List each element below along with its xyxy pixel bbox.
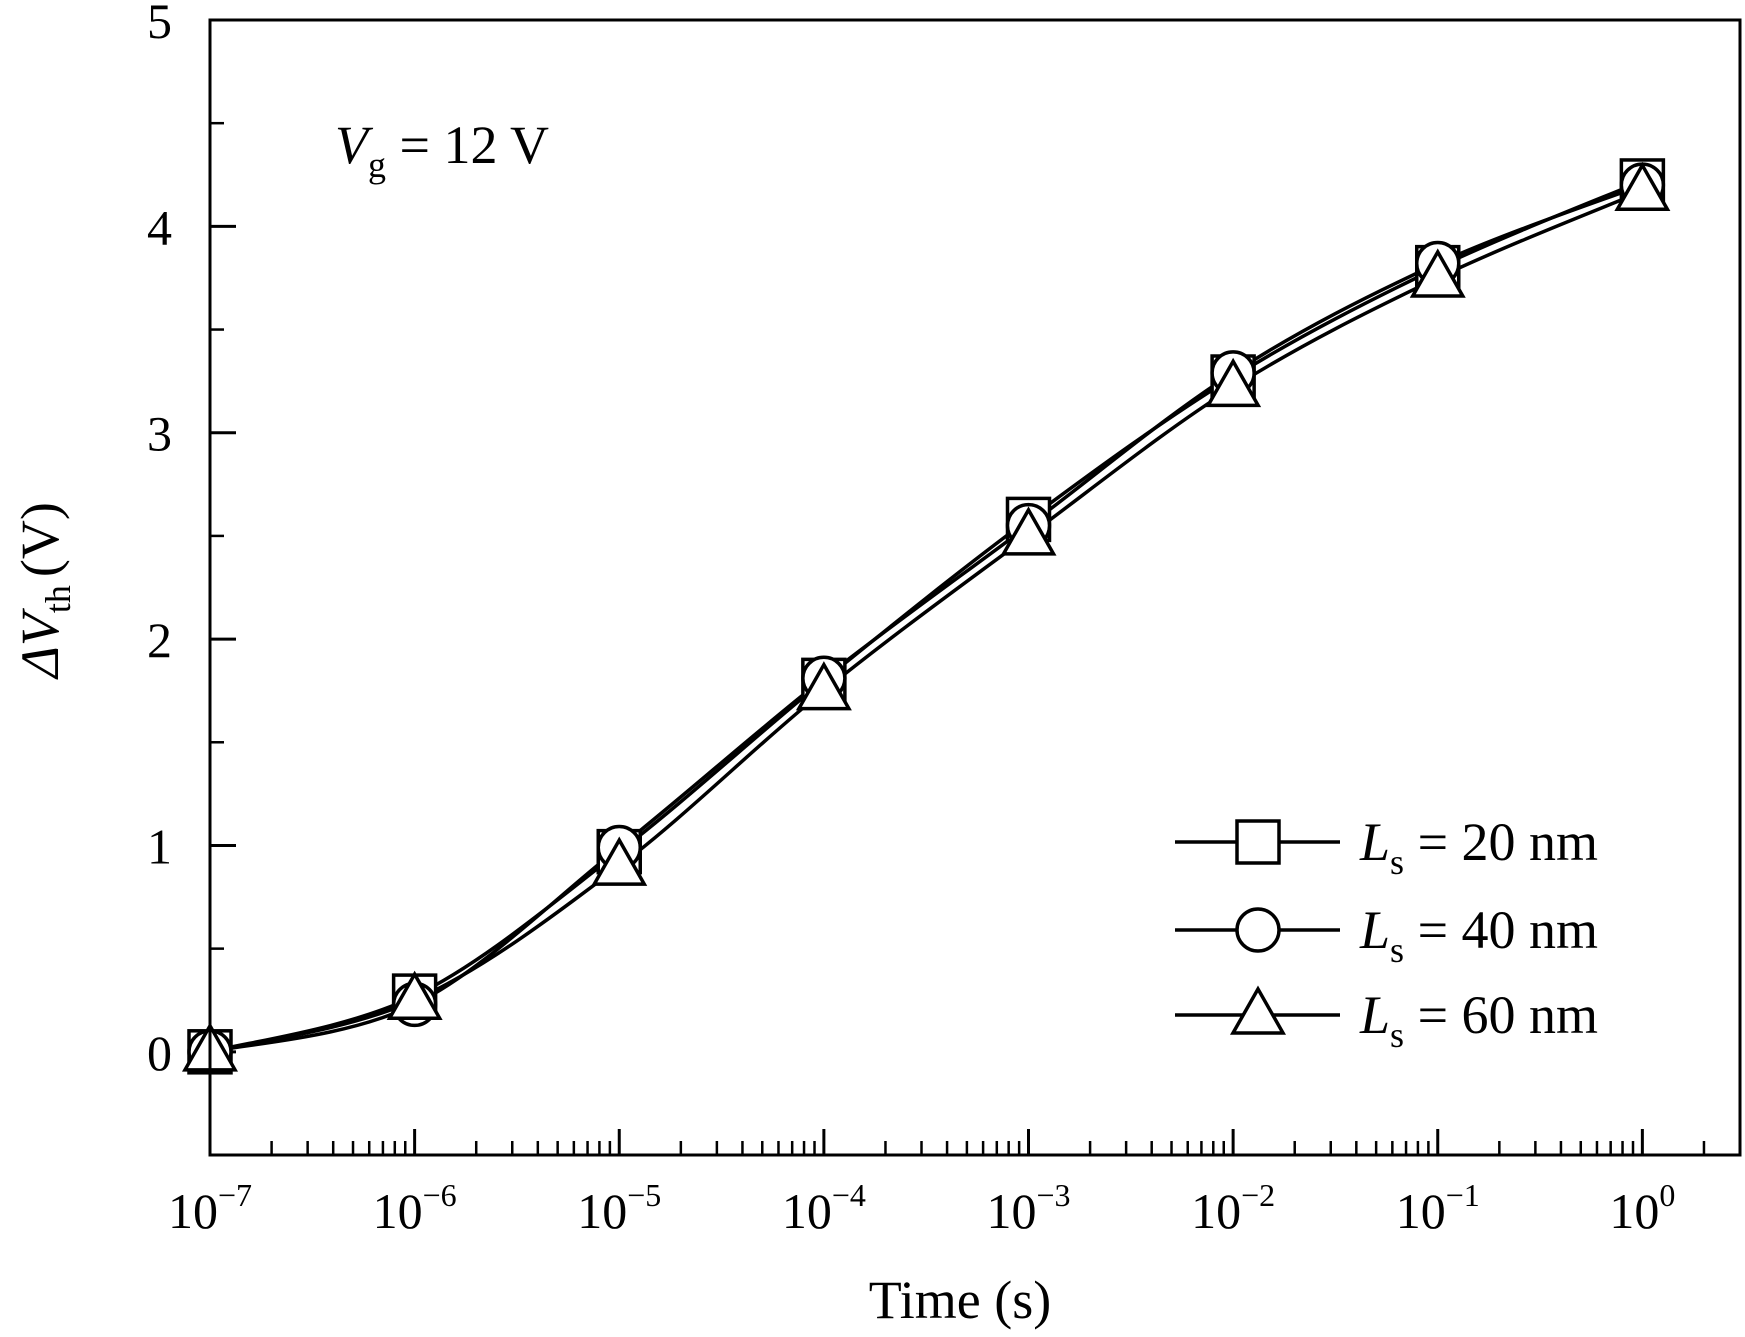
x-tick-label-base: 10 bbox=[1191, 1183, 1241, 1239]
x-tick-label-exponent: 0 bbox=[1659, 1177, 1675, 1213]
legend-label: Ls = 60 nm bbox=[1359, 985, 1598, 1055]
x-tick-label-exponent: −7 bbox=[218, 1177, 252, 1213]
x-axis-title: Time (s) bbox=[869, 1270, 1052, 1330]
y-tick-label: 4 bbox=[147, 199, 172, 255]
y-tick-label: 1 bbox=[147, 818, 172, 874]
series-line-triangle bbox=[209, 189, 1644, 1054]
plot-frame bbox=[208, 18, 1742, 1157]
y-tick-label: 2 bbox=[147, 612, 172, 668]
x-tick-label-exponent: −1 bbox=[1446, 1177, 1480, 1213]
x-tick-label-base: 10 bbox=[577, 1183, 627, 1239]
x-tick-label-exponent: −2 bbox=[1241, 1177, 1275, 1213]
legend-marker-square bbox=[1235, 819, 1281, 865]
y-tick-label: 3 bbox=[147, 406, 172, 462]
x-tick-label-exponent: −6 bbox=[423, 1177, 457, 1213]
condition-annotation: Vg = 12 V bbox=[335, 115, 549, 185]
y-tick-labels: 0 1 2 3 4 5 bbox=[147, 0, 172, 1081]
data-point-triangle bbox=[1614, 161, 1671, 212]
annotation-sub: g bbox=[368, 145, 386, 185]
y-axis-title-sub: th bbox=[38, 585, 78, 613]
legend-label: Ls = 20 nm bbox=[1359, 812, 1598, 882]
y-tick-label: 5 bbox=[147, 0, 172, 49]
x-tick-label-exponent: −5 bbox=[627, 1177, 661, 1213]
x-tick-label-base: 10 bbox=[168, 1183, 218, 1239]
x-tick-label: 10−7 bbox=[168, 1177, 252, 1239]
legend-label-symbol: L bbox=[1359, 985, 1390, 1045]
x-tick-label-base: 10 bbox=[1396, 1183, 1446, 1239]
x-tick-label: 10−6 bbox=[373, 1177, 457, 1239]
legend-marker-triangle bbox=[1229, 985, 1287, 1035]
data-point-triangle bbox=[591, 836, 648, 886]
y-axis-title: ΔVth (V) bbox=[10, 502, 78, 680]
legend-label-sub: s bbox=[1390, 842, 1404, 882]
x-tick-label-exponent: −4 bbox=[832, 1177, 866, 1213]
x-tick-label: 10−2 bbox=[1191, 1177, 1275, 1239]
y-axis-title-unit: (V) bbox=[10, 502, 70, 577]
x-tick-label: 10−5 bbox=[577, 1177, 661, 1239]
data-point-triangle bbox=[1205, 357, 1262, 408]
x-tick-labels: 10−7 10−6 10−5 10−4 10−3 10−2 10−1 100 bbox=[168, 1177, 1675, 1239]
series-line-square bbox=[209, 179, 1644, 1054]
legend-marker-circle bbox=[1235, 907, 1281, 953]
x-tick-label-base: 10 bbox=[1609, 1183, 1659, 1239]
legend-label-sub: s bbox=[1390, 930, 1404, 970]
data-point-triangle bbox=[795, 661, 852, 711]
x-tick-label-base: 10 bbox=[373, 1183, 423, 1239]
legend-label: Ls = 40 nm bbox=[1359, 900, 1598, 970]
data-point-triangle bbox=[386, 970, 443, 1020]
annotation-rest: = 12 V bbox=[386, 115, 549, 175]
y-axis-title-symbol: ΔV bbox=[10, 607, 70, 680]
legend-label-rest: = 40 nm bbox=[1404, 900, 1598, 960]
legend-label-rest: = 60 nm bbox=[1404, 985, 1598, 1045]
x-tick-label-base: 10 bbox=[782, 1183, 832, 1239]
legend-label-rest: = 20 nm bbox=[1404, 812, 1598, 872]
x-tick-label-base: 10 bbox=[986, 1183, 1036, 1239]
x-tick-label: 10−3 bbox=[986, 1177, 1070, 1239]
x-tick-label-exponent: −3 bbox=[1036, 1177, 1070, 1213]
series-layer bbox=[181, 158, 1671, 1075]
data-point-triangle bbox=[1409, 248, 1466, 298]
x-tick-label: 10−1 bbox=[1396, 1177, 1480, 1239]
legend-label-symbol: L bbox=[1359, 812, 1390, 872]
x-tick-label: 100 bbox=[1609, 1177, 1675, 1239]
x-tick-label: 10−4 bbox=[782, 1177, 866, 1239]
annotation-symbol: V bbox=[335, 115, 374, 175]
legend-label-symbol: L bbox=[1359, 900, 1390, 960]
y-tick-label: 0 bbox=[147, 1025, 172, 1081]
data-point-triangle bbox=[1000, 506, 1057, 556]
legend-label-sub: s bbox=[1390, 1015, 1404, 1055]
